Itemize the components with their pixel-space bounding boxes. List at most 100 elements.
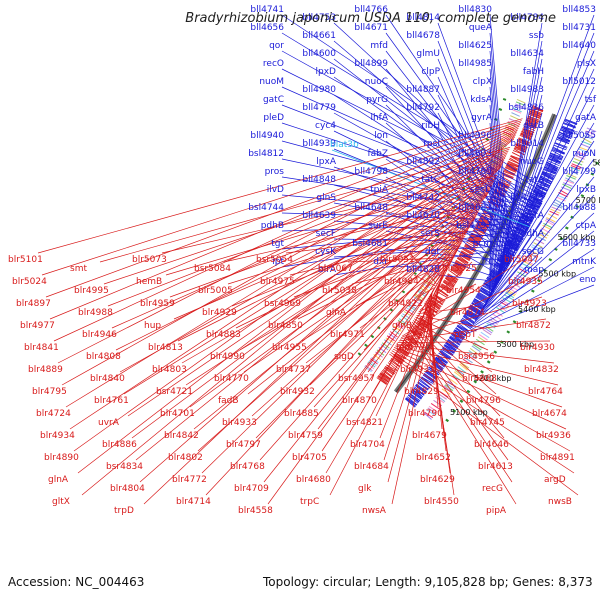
gene-leader-line [331,149,530,228]
gene-leader-line [235,208,481,329]
reverse-gene-arrow [390,358,401,367]
reverse-gene-label: blr4868 [462,374,497,384]
gene-leader-line [479,256,543,314]
annotation-segment [381,342,390,349]
tick-mark [413,271,417,276]
annotation-segment [386,335,395,342]
map-title: Bradyrhizobium japonicum USDA 110, compl… [185,11,556,26]
reverse-gene-arrow [427,305,438,314]
reverse-gene-label: blr4704 [350,440,385,450]
forward-gene-arrow [413,387,424,398]
forward-gene-label: kdsA [470,95,493,105]
annotation-segment [425,278,434,284]
annotation-segment [398,318,407,325]
annotation-segment [496,306,506,314]
reverse-gene-label: blr4803 [152,365,187,375]
gene-leader-line [135,163,503,461]
reverse-gene-label: blr4936 [536,431,571,441]
gene-leader-line [267,222,473,505]
annotation-segment [453,371,463,379]
gene-leader-line [227,204,483,285]
forward-gene-label: bll4634 [510,49,544,59]
reverse-gene-label: blr4829 [404,387,439,397]
forward-gene-label: eno [579,275,596,285]
gene-leader-line [99,146,511,263]
reverse-gene-arrow [384,366,396,374]
annotation-segment [430,403,440,410]
forward-gene-arrow [413,387,425,396]
gene-leader-line [281,68,544,200]
reverse-gene-arrow [394,352,405,361]
annotation-segment [523,260,533,267]
forward-gene-arrow [468,307,480,316]
forward-gene-label: bll4765 [458,167,492,177]
annotation-segment [365,365,373,372]
reverse-gene-label: blr4929 [202,308,237,318]
reverse-gene-arrow [406,336,417,345]
reverse-gene-label: bsr4957 [338,374,375,384]
reverse-gene-label: bsr5054 [256,255,293,265]
reverse-gene-label: blr4935 [508,277,543,287]
forward-gene-label: lon [374,131,388,141]
forward-gene-label: bll4640 [562,41,596,51]
forward-gene-label: bll4985 [458,59,492,69]
reverse-gene-label: hemB [136,277,162,287]
gene-leader-line [115,154,507,351]
reverse-gene-label: blr4652 [416,453,451,463]
annotation-segment [525,255,536,262]
forward-gene-label: bll4980 [302,85,336,95]
gene-leader-line [399,296,543,340]
reverse-gene-arrow [383,367,394,376]
forward-gene-label: bll4766 [354,5,388,15]
annotation-segment [562,183,572,190]
reverse-gene-label: blr4832 [524,365,559,375]
reverse-gene-label: blr4922 [388,299,423,309]
gene-leader-line [281,212,533,221]
forward-gene-label: map [524,265,544,275]
annotation-segment [436,395,446,403]
forward-gene-arrow [443,345,455,354]
gene-leader-line [173,180,495,320]
annotation-segment [508,287,517,294]
gene-leader-line [333,246,519,276]
reverse-gene-label: blr4850 [268,321,303,331]
reverse-gene-arrow [458,255,469,264]
gene-leader-line [281,225,530,250]
gene-leader-line [478,274,543,316]
annotation-segment [543,222,553,229]
forward-gene-arrow [447,339,459,348]
forward-gene-label: bll4848 [302,175,336,185]
forward-gene-arrow [405,397,416,407]
summary-text: Topology: circular; Length: 9,105,828 bp… [262,575,593,589]
forward-gene-label: glnS [316,193,336,203]
tick-mark [364,343,368,348]
annotation-segment [393,325,402,332]
gene-leader-line [482,220,543,309]
forward-gene-label: bll4996 [458,131,492,141]
annotation-segment [512,278,523,285]
gene-leader-line [489,248,492,296]
forward-gene-label: bll4670 [406,211,440,221]
reverse-gene-label: blr4646 [474,440,509,450]
forward-gene-label: bll4784 [510,13,544,23]
gene-leader-line [416,315,485,329]
forward-gene-arrow [458,323,470,332]
forward-gene-arrow [426,370,438,379]
reverse-gene-label: nwsB [548,497,572,507]
reverse-gene-label: blr4886 [102,440,137,450]
gene-leader-line [402,252,535,337]
forward-gene-arrow [461,317,473,326]
annotation-segment [422,282,431,289]
forward-gene-label: bll5014 [510,139,544,149]
annotation-segment [546,216,556,223]
annotation-segment [384,339,392,346]
gene-leader-line [205,194,488,496]
forward-gene-label: bll4899 [354,59,388,69]
forward-gene-arrow [419,378,431,388]
forward-gene-arrow [410,390,422,399]
reverse-gene-label: blr4954 [446,286,481,296]
tick-mark [383,317,387,321]
reverse-gene-label: blr4946 [82,330,117,340]
annotation-segment [486,322,496,329]
forward-gene-label: bll4648 [354,203,388,213]
